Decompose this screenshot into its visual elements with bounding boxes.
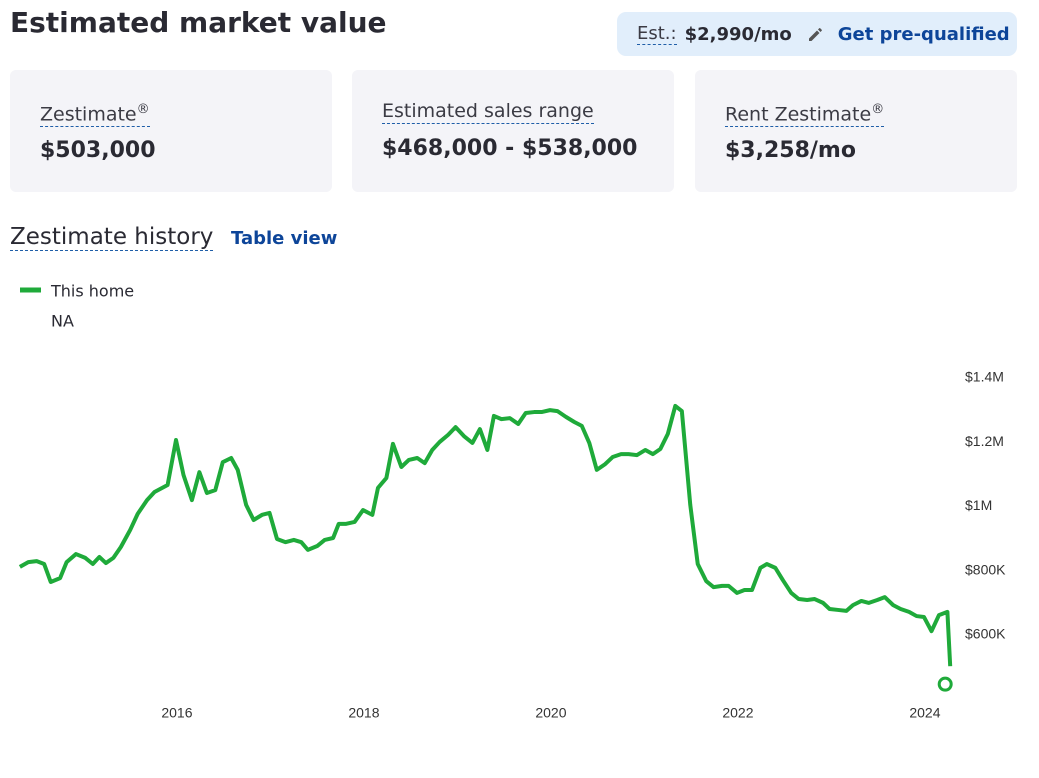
x-tick-label: 2022 — [722, 705, 753, 721]
label-text: Zestimate — [40, 103, 137, 126]
card-label[interactable]: Estimated sales range — [382, 100, 594, 124]
current-marker — [937, 676, 953, 692]
y-tick-label: $1M — [965, 497, 992, 513]
card-label[interactable]: Zestimate® — [40, 102, 150, 128]
y-tick-label: $600K — [965, 626, 1006, 642]
page-title: Estimated market value — [10, 6, 387, 39]
x-tick-label: 2016 — [161, 705, 192, 721]
label-text: Rent Zestimate — [725, 103, 872, 126]
registered-mark: ® — [136, 102, 150, 117]
legend-label: This home — [50, 282, 134, 301]
card-value: $503,000 — [40, 138, 156, 163]
card: Rent Zestimate® $3,258/mo — [695, 70, 1017, 192]
line — [18, 403, 953, 667]
x-tick-label: 2018 — [348, 705, 379, 721]
section-title[interactable]: Zestimate history — [10, 224, 214, 251]
card: Zestimate® $503,000 — [10, 70, 332, 192]
estimate-pill[interactable]: Est.: $2,990/mo Get pre-qualified — [617, 12, 1017, 56]
prequalify-link[interactable]: Get pre-qualified — [837, 23, 1010, 45]
est-value: $2,990/mo — [684, 23, 792, 45]
label-text: Estimated sales range — [382, 100, 594, 122]
y-tick-label: $1.4M — [965, 369, 1004, 385]
card-value: $3,258/mo — [725, 138, 856, 163]
est-label[interactable]: Est.: — [637, 23, 677, 45]
y-tick-label: $800K — [965, 561, 1006, 577]
card-label[interactable]: Rent Zestimate® — [725, 102, 885, 128]
x-tick-label: 2024 — [909, 705, 940, 721]
card-value: $468,000 - $538,000 — [382, 136, 638, 161]
y-tick-label: $1.2M — [965, 433, 1004, 449]
table-view-link[interactable]: Table view — [231, 228, 338, 249]
legend-note: NA — [51, 312, 74, 331]
x-tick-label: 2020 — [535, 705, 566, 721]
edit-icon[interactable] — [806, 24, 826, 44]
card: Estimated sales range $468,000 - $538,00… — [352, 70, 674, 192]
registered-mark: ® — [871, 102, 885, 117]
